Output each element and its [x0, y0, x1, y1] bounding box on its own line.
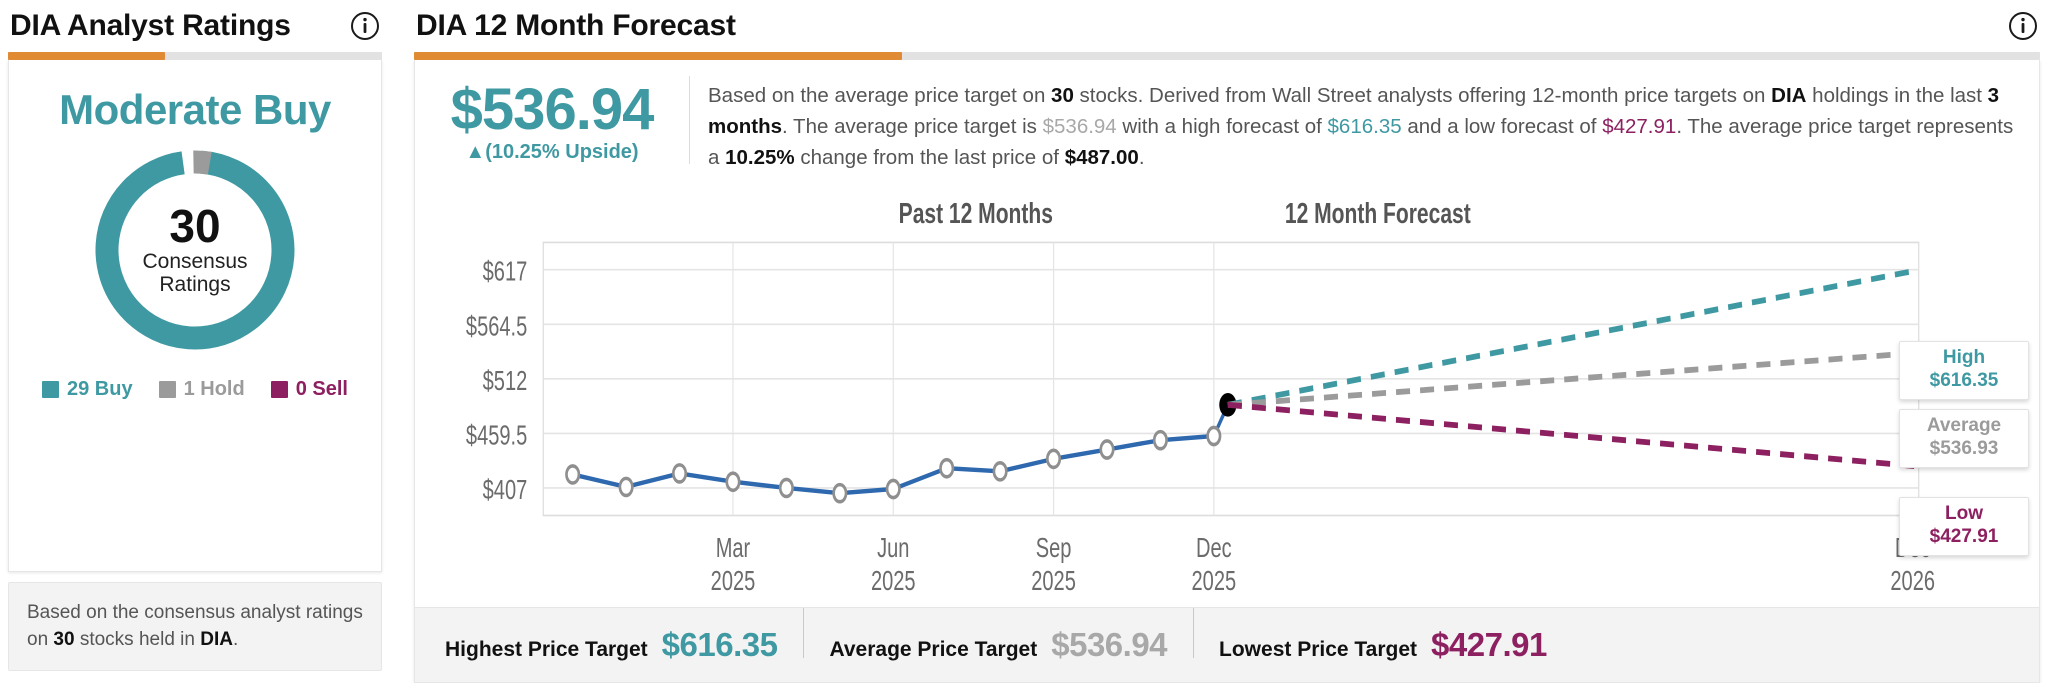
svg-text:2025: 2025 [1031, 566, 1076, 597]
svg-text:Mar: Mar [716, 533, 751, 564]
forecast-panel: DIA 12 Month Forecast $536.94 ▲(10.25% U… [406, 0, 2048, 683]
callout-average[interactable]: Average $536.93 [1899, 409, 2029, 469]
donut-hold-arc [95, 150, 295, 350]
page-title: DIA Analyst Ratings [10, 9, 291, 42]
legend-item-buy[interactable]: 29 Buy [42, 378, 133, 401]
consensus-rating: Moderate Buy [59, 86, 331, 133]
svg-text:$617: $617 [483, 257, 528, 288]
stat-average-price-target: Average Price Target $536.94 [803, 608, 1193, 664]
average-target-block: $536.94 ▲(10.25% Upside) [429, 76, 690, 165]
legend-swatch-sell [270, 381, 288, 398]
upside-percent: ▲(10.25% Upside) [465, 141, 639, 164]
desc-high-target: $616.35 [1327, 115, 1402, 139]
callout-average-title: Average [1926, 415, 2002, 437]
desc-stock-count: 30 [1051, 84, 1074, 107]
desc-s6: and a low forecast of [1401, 115, 1603, 139]
stat-highest-value: $616.35 [661, 626, 778, 663]
right-accent-bar [414, 52, 2040, 60]
desc-ticker: DIA [1771, 84, 1807, 107]
callout-high-title: High [1942, 347, 1986, 369]
stat-lowest-value: $427.91 [1431, 626, 1547, 663]
desc-last-price: $487.00 [1064, 146, 1139, 170]
footnote-ticker: DIA [200, 629, 233, 651]
forecast-title: DIA 12 Month Forecast [416, 9, 736, 42]
average-price-target-value: $536.94 [450, 77, 655, 142]
legend-swatch-buy [42, 381, 59, 398]
analyst-ratings-header: DIA Analyst Ratings [0, 0, 390, 46]
footnote-part2: stocks held in [74, 629, 201, 651]
ratings-legend: 29 Buy 1 Hold 0 Sell [9, 378, 381, 419]
forecast-card: $536.94 ▲(10.25% Upside) Based on the av… [414, 60, 2040, 683]
price-forecast-chart: $407 $459.5 $512 $564.5 $617 Past 12 Months 12… [425, 179, 2029, 607]
info-circle-icon[interactable] [350, 11, 380, 41]
svg-text:$459.5: $459.5 [466, 421, 527, 452]
analyst-ratings-card: Moderate Buy 30 Consensus Ratings [8, 60, 382, 572]
svg-text:Past 12 Months: Past 12 Months [899, 198, 1053, 230]
callout-average-value: $536.93 [1929, 437, 1999, 459]
svg-text:2025: 2025 [871, 566, 916, 597]
footnote-stock-count: 30 [53, 629, 75, 651]
callout-low-title: Low [1945, 503, 1983, 525]
legend-label-hold: 1 Hold [183, 378, 245, 400]
svg-text:$512: $512 [483, 366, 528, 397]
svg-text:Jun: Jun [877, 533, 909, 564]
svg-text:2026: 2026 [1890, 566, 1935, 597]
stat-highest-price-target: Highest Price Target $616.35 [419, 626, 803, 664]
legend-item-sell[interactable]: 0 Sell [270, 378, 348, 401]
forecast-summary: $536.94 ▲(10.25% Upside) Based on the av… [415, 60, 2039, 177]
footnote-part3: . [232, 629, 239, 651]
callout-high[interactable]: High $616.35 [1899, 341, 2029, 401]
stat-highest-label: Highest Price Target [445, 638, 648, 661]
desc-avg-target: $536.94 [1042, 115, 1117, 139]
ratings-donut-wrap: 30 Consensus Ratings [9, 142, 381, 358]
legend-swatch-hold [158, 381, 176, 398]
stat-lowest-price-target: Lowest Price Target $427.91 [1193, 608, 1573, 664]
svg-text:Dec: Dec [1196, 533, 1232, 564]
svg-text:$407: $407 [483, 475, 528, 506]
callout-low-value: $427.91 [1929, 525, 1999, 547]
svg-text:Sep: Sep [1036, 533, 1072, 564]
callout-high-value: $616.35 [1929, 369, 1999, 391]
desc-change-percent: 10.25% [725, 146, 795, 170]
price-target-stats: Highest Price Target $616.35 Average Pri… [415, 607, 2039, 682]
legend-label-sell: 0 Sell [295, 378, 348, 400]
desc-s5: with a high forecast of [1116, 115, 1328, 139]
desc-s3: holdings in the last [1806, 84, 1988, 107]
forecast-header: DIA 12 Month Forecast [406, 0, 2048, 46]
desc-period: 3 months [708, 84, 2000, 139]
info-circle-icon[interactable] [2008, 11, 2038, 41]
analyst-ratings-panel: DIA Analyst Ratings Moderate Buy [0, 0, 390, 683]
callout-low[interactable]: Low $427.91 [1899, 497, 2029, 557]
desc-s1: Based on the average price target on [708, 84, 1052, 107]
left-accent-fill [8, 52, 166, 60]
stat-average-label: Average Price Target [829, 638, 1038, 661]
footnote-part1: Based on the consensus analyst ratings o… [27, 601, 363, 651]
legend-label-buy: 29 Buy [67, 378, 133, 400]
svg-text:2025: 2025 [711, 566, 756, 597]
desc-s4: . The average price target is [782, 115, 1043, 139]
stat-average-value: $536.94 [1051, 626, 1168, 663]
desc-s2: stocks. Derived from Wall Street analyst… [1073, 84, 1772, 107]
desc-s9: . [1138, 146, 1145, 170]
legend-item-hold[interactable]: 1 Hold [158, 378, 245, 401]
donut-buy-arc [95, 150, 295, 350]
desc-s7: . The average price target represents a [708, 115, 2014, 170]
forecast-description: Based on the average price target on 30 … [708, 76, 2025, 173]
desc-low-target: $427.91 [1602, 115, 1677, 139]
left-accent-bar [8, 52, 382, 60]
right-accent-fill [414, 52, 902, 60]
svg-text:$564.5: $564.5 [466, 312, 527, 343]
desc-s8: change from the last price of [794, 146, 1065, 170]
ratings-donut-chart: 30 Consensus Ratings [87, 142, 303, 358]
svg-text:2025: 2025 [1192, 566, 1237, 597]
stat-lowest-label: Lowest Price Target [1219, 638, 1418, 661]
ratings-footnote: Based on the consensus analyst ratings o… [8, 581, 382, 671]
svg-text:12 Month Forecast: 12 Month Forecast [1285, 198, 1471, 230]
